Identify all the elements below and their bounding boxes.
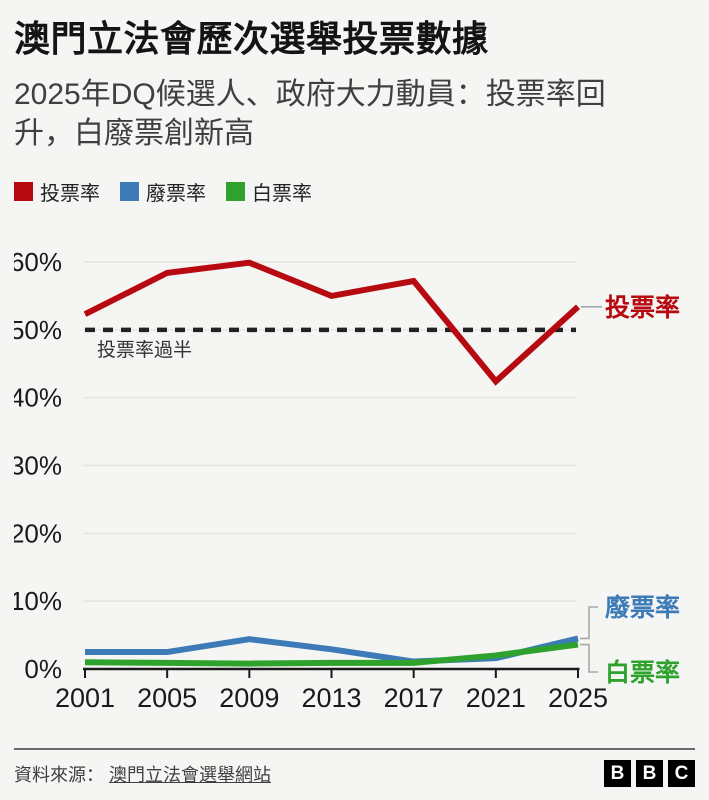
bbc-logo-letter: B	[604, 760, 631, 788]
bbc-logo-letter: B	[636, 760, 663, 788]
y-tick-label: 50%	[14, 315, 62, 345]
x-tick-label: 2009	[219, 683, 279, 713]
turnout-line	[83, 259, 581, 387]
threshold-label: 投票率過半	[97, 339, 192, 361]
x-tick-label: 2001	[55, 683, 115, 713]
invalid-swatch-icon	[120, 182, 139, 202]
y-tick-label: 20%	[14, 519, 62, 549]
x-tick-label: 2013	[301, 683, 361, 713]
bbc-logo: B B C	[604, 760, 695, 788]
x-tick-label: 2021	[466, 683, 526, 713]
x-tick-label: 2005	[137, 683, 197, 713]
bbc-logo-letter: C	[668, 760, 695, 788]
legend-item-turnout: 投票率	[14, 177, 100, 206]
label-connector	[580, 644, 598, 674]
legend-label: 白票率	[252, 183, 312, 206]
x-tick-label: 2017	[384, 683, 444, 713]
y-tick-label: 30%	[14, 451, 62, 481]
legend-label: 投票率	[40, 183, 100, 206]
invalid-line	[85, 635, 579, 665]
legend-item-invalid: 廢票率	[120, 177, 206, 206]
footer-divider	[14, 748, 695, 751]
turnout-line-chart: 0% 10% 20% 30% 40% 50% 60% 投票率過半 2001 2005 2009 201…	[14, 247, 680, 713]
turnout-end-label: 投票率	[605, 293, 680, 322]
label-connector	[580, 606, 598, 640]
subtitle: 2025年DQ候選人、政府大力動員：投票率回升，白廢票創新高	[14, 78, 606, 151]
chart-legend: 投票率 廢票率 白票率	[14, 177, 695, 206]
page-title: 澳門立法會歷次選舉投票數據	[14, 18, 489, 59]
legend-label: 廢票率	[146, 183, 206, 206]
source-prefix: 資料來源：	[14, 764, 104, 785]
source-line: 資料來源： 澳門立法會選舉網站	[14, 761, 271, 787]
legend-item-blank: 白票率	[226, 177, 312, 206]
invalid-end-label: 廢票率	[605, 593, 680, 622]
footer: 資料來源： 澳門立法會選舉網站 B B C	[14, 760, 695, 788]
source-link[interactable]: 澳門立法會選舉網站	[109, 764, 272, 785]
y-tick-label: 10%	[14, 587, 62, 617]
x-tick-label: 2025	[548, 683, 608, 713]
blank-swatch-icon	[226, 182, 245, 202]
y-tick-label: 0%	[24, 654, 62, 684]
blank-end-label: 白票率	[605, 658, 680, 687]
blank-line	[84, 641, 579, 667]
y-tick-label: 40%	[14, 383, 62, 413]
turnout-swatch-icon	[14, 182, 33, 202]
y-tick-label: 60%	[14, 247, 62, 277]
